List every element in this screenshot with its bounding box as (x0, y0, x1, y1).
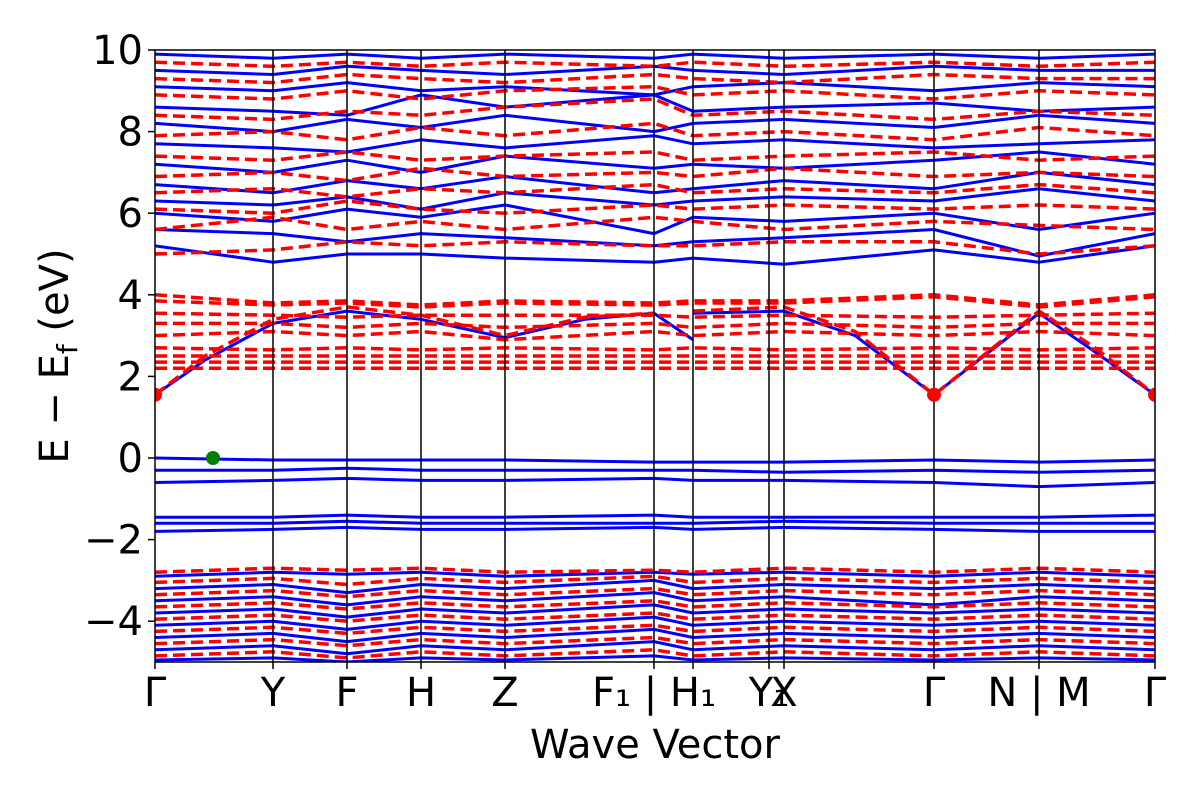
dashed-band-9 (155, 295, 1155, 309)
dashed-band-7 (155, 321, 1155, 330)
dashed-band-13 (155, 199, 1155, 215)
y-axis-ticks: −4 −2 0 2 4 6 8 10 (84, 28, 155, 645)
dashed-band-12 (155, 215, 1155, 232)
x-tick-label-3: H (406, 670, 436, 716)
y-tick-label-7: 10 (92, 28, 143, 74)
dashed-band-20 (155, 72, 1155, 85)
extremum-marker-2 (1148, 387, 1155, 402)
y-tick-label-4: 4 (118, 273, 143, 319)
y-tick-label-6: 8 (118, 110, 143, 156)
extremum-marker-0 (155, 387, 162, 402)
y-axis-label: E − Ef (eV) (32, 248, 84, 463)
x-tick-label-8: X (770, 670, 797, 716)
solid-band-6 (155, 309, 655, 397)
dashed-band-22 (155, 566, 1155, 574)
dashed-band-14 (155, 182, 1155, 199)
y-axis-label-unit: (eV) (32, 248, 78, 344)
kpath-lines (272, 50, 1040, 662)
dashed-band-11 (155, 240, 1155, 256)
y-tick-label-0: −4 (84, 599, 143, 645)
x-tick-label-7: Y₁ (748, 670, 789, 716)
x-tick-label-0: Γ (144, 670, 167, 716)
x-tick-label-5: F₁ | H₁ (592, 670, 716, 716)
dashed-band-6 (155, 329, 1155, 342)
y-tick-label-3: 2 (118, 354, 143, 400)
x-tick-label-11: Γ (1144, 670, 1167, 716)
dashed-band-10 (155, 293, 1155, 307)
y-tick-label-2: 0 (118, 436, 143, 482)
x-tick-label-1: Y (260, 670, 286, 716)
dashed-band-18 (155, 97, 1155, 122)
dashed-band-27 (155, 623, 1155, 636)
dashed-band-5 (155, 346, 1155, 352)
y-axis-label-main: E − E (32, 354, 78, 464)
x-axis-label: Wave Vector (530, 722, 781, 768)
x-tick-label-10: N | M (987, 670, 1090, 716)
y-axis-label-sub: f (51, 343, 84, 354)
y-tick-label-1: −2 (84, 518, 143, 564)
extremum-marker-3 (206, 451, 220, 465)
y-tick-label-5: 6 (118, 191, 143, 237)
dashed-band-24 (155, 586, 1155, 599)
dashed-band-26 (155, 611, 1155, 623)
dashed-band-25 (155, 599, 1155, 611)
markers-layer (155, 387, 1155, 465)
plot-frame (154, 49, 1156, 663)
dashed-band-28 (155, 635, 1155, 648)
dashed-band-16 (155, 150, 1155, 162)
x-tick-label-4: Z (491, 670, 518, 716)
extremum-marker-1 (927, 387, 941, 402)
x-tick-label-2: F (335, 670, 358, 716)
x-axis-ticks: Γ Y F H Z F₁ | H₁ Y₁X Γ N | M Γ (144, 662, 1167, 716)
dashed-band-15 (155, 166, 1155, 183)
dashed-band-29 (155, 648, 1155, 660)
dashed-band-23 (155, 574, 1155, 587)
dashed-band-21 (155, 60, 1155, 69)
x-tick-label-9: Γ (923, 670, 946, 716)
dashed-band-8 (155, 311, 1155, 319)
dashed-band-19 (155, 84, 1155, 101)
dashed-band-17 (155, 121, 1155, 142)
